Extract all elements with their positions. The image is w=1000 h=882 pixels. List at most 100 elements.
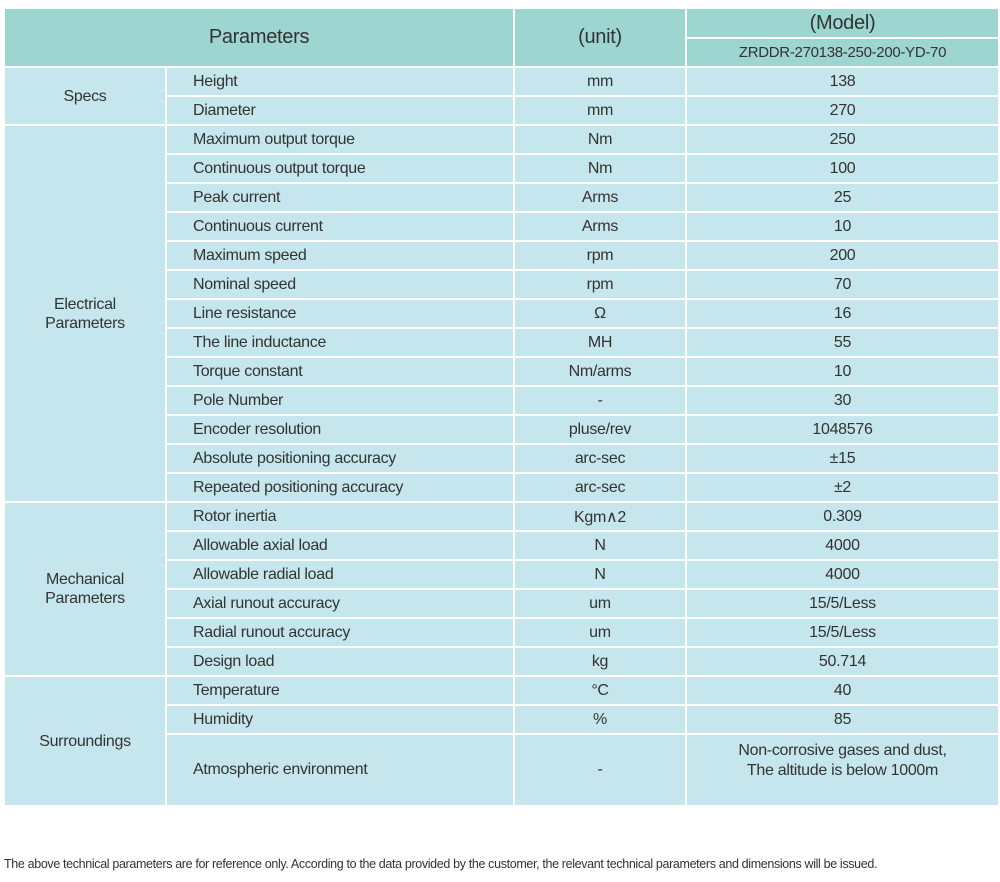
table-row: Electrical Parameters Maximum output torq…	[3, 124, 1000, 503]
spec-table: Parameters (unit) (Model) ZRDDR-270138-2…	[3, 7, 1000, 807]
param-unit: -	[513, 385, 687, 416]
param-unit: Ω	[513, 298, 687, 329]
footnote: The above technical parameters are for r…	[4, 857, 878, 871]
group-label: Specs	[3, 66, 167, 126]
table-row: Encoder resolution pluse/rev 1048576	[4, 414, 1000, 445]
group-label: Electrical Parameters	[3, 124, 167, 503]
param-unit: um	[513, 617, 687, 648]
param-name: Allowable radial load	[165, 559, 515, 590]
param-unit: Arms	[513, 211, 687, 242]
param-name: Humidity	[165, 704, 515, 735]
param-unit: kg	[513, 646, 687, 677]
table-row: Allowable radial load N 4000	[4, 559, 1000, 590]
param-name: Absolute positioning accuracy	[165, 443, 515, 474]
param-value: 10	[685, 356, 1000, 387]
param-value: ±2	[685, 472, 1000, 503]
param-unit: N	[513, 559, 687, 590]
param-value: 30	[685, 385, 1000, 416]
param-unit: um	[513, 588, 687, 619]
param-value: 25	[685, 182, 1000, 213]
param-value: 250	[685, 124, 1000, 155]
param-value-line: The altitude is below 1000m	[746, 762, 939, 779]
table-row: Continuous output torque Nm 100	[4, 153, 1000, 184]
param-value: 10	[685, 211, 1000, 242]
param-name: Radial runout accuracy	[165, 617, 515, 648]
param-name: Repeated positioning accuracy	[165, 472, 515, 503]
param-unit: Arms	[513, 182, 687, 213]
param-value: 0.309	[685, 501, 1000, 532]
param-unit: MH	[513, 327, 687, 358]
param-value: 4000	[685, 559, 1000, 590]
table-row: Axial runout accuracy um 15/5/Less	[4, 588, 1000, 619]
param-unit: mm	[513, 66, 687, 97]
param-unit: Nm	[513, 124, 687, 155]
param-unit: rpm	[513, 269, 687, 300]
param-value: ±15	[685, 443, 1000, 474]
param-name: Temperature	[165, 675, 515, 706]
table-row: Diameter mm 270	[4, 95, 1000, 126]
table-row: Allowable axial load N 4000	[4, 530, 1000, 561]
table-row: Absolute positioning accuracy arc-sec ±15	[4, 443, 1000, 474]
param-value: 100	[685, 153, 1000, 184]
param-value-line: Non-corrosive gases and dust,	[738, 742, 947, 759]
param-name: Line resistance	[165, 298, 515, 329]
group-label: Surroundings	[3, 675, 167, 807]
param-name: The line inductance	[165, 327, 515, 358]
table-row: Humidity% 85	[4, 704, 1000, 735]
param-value: 16	[685, 298, 1000, 329]
param-value: 15/5/Less	[685, 588, 1000, 619]
table-row: Continuous current Arms 10	[4, 211, 1000, 242]
param-unit: Kgm∧2	[513, 501, 687, 532]
param-name: Maximum output torque	[165, 124, 515, 155]
param-name: Encoder resolution	[165, 414, 515, 445]
table-row: Torque constant Nm/arms 10	[4, 356, 1000, 387]
param-name: Design load	[165, 646, 515, 677]
table-row: Nominal speed rpm 70	[4, 269, 1000, 300]
param-name: Pole Number	[165, 385, 515, 416]
param-value: 15/5/Less	[685, 617, 1000, 648]
table-row: Line resistance Ω 16	[4, 298, 1000, 329]
header-unit: (unit)	[513, 7, 687, 68]
param-name: Maximum speed	[165, 240, 515, 271]
table-row: Pole Number -30	[4, 385, 1000, 416]
param-value: 138	[685, 66, 1000, 97]
param-value: 270	[685, 95, 1000, 126]
param-value: 4000	[685, 530, 1000, 561]
param-unit: arc-sec	[513, 472, 687, 503]
param-value: 1048576	[685, 414, 1000, 445]
param-value: 50.714	[685, 646, 1000, 677]
spec-table-body: Specs Height mm 138 Diameter mm 270 Electrical …	[3, 66, 1000, 807]
table-row: Specs Height mm 138	[3, 66, 1000, 126]
param-value: 200	[685, 240, 1000, 271]
header-parameters: Parameters	[3, 7, 515, 68]
param-unit: arc-sec	[513, 443, 687, 474]
param-value: 40	[685, 675, 1000, 706]
param-value: 85	[685, 704, 1000, 735]
param-unit: -	[513, 733, 687, 807]
group-label: Mechanical Parameters	[3, 501, 167, 677]
param-value: 70	[685, 269, 1000, 300]
param-name: Peak current	[165, 182, 515, 213]
header-model-name: ZRDDR-270138-250-200-YD-70	[685, 37, 1000, 68]
table-row: Maximum speed rpm 200	[4, 240, 1000, 271]
table-row: Repeated positioning accuracy arc-sec ±2	[4, 472, 1000, 503]
param-value: Non-corrosive gases and dust, The altitud…	[685, 733, 1000, 807]
table-row: Design load kg 50.714	[4, 646, 1000, 677]
table-row: The line inductance MH 55	[4, 327, 1000, 358]
param-name: Continuous current	[165, 211, 515, 242]
table-row: Radial runout accuracy um 15/5/Less	[4, 617, 1000, 648]
param-unit: pluse/rev	[513, 414, 687, 445]
header-model-title: (Model)	[685, 7, 1000, 39]
param-name: Rotor inertia	[165, 501, 515, 532]
table-row: Mechanical Parameters Rotor inertia Kgm∧2 0…	[3, 501, 1000, 677]
table-row: Atmospheric environment - Non-corrosive ga…	[4, 733, 1000, 807]
table-row: Surroundings Temperature °C 40	[3, 675, 1000, 807]
param-name: Height	[165, 66, 515, 97]
param-unit: Nm	[513, 153, 687, 184]
param-unit: N	[513, 530, 687, 561]
param-unit: rpm	[513, 240, 687, 271]
param-unit: mm	[513, 95, 687, 126]
param-name: Axial runout accuracy	[165, 588, 515, 619]
param-name: Diameter	[165, 95, 515, 126]
param-value: 55	[685, 327, 1000, 358]
